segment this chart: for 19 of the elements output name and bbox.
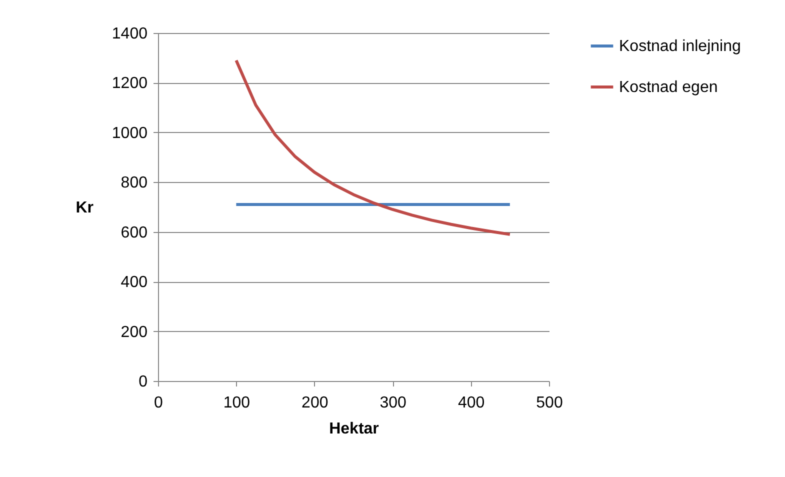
y-tick-label: 1400 [112,26,148,42]
y-tick-label: 600 [120,224,148,242]
x-tick-label: 400 [458,394,485,412]
legend-label: Kostnad egen [619,79,718,96]
x-tick-label: 100 [223,394,250,412]
legend-label: Kostnad inlejning [619,38,741,55]
x-tick-label: 500 [536,394,563,412]
x-tick-label: 200 [302,394,328,412]
x-tick-label: 300 [380,394,407,412]
y-axis-title: Kr [76,200,94,216]
y-tick-label: 1200 [112,75,148,92]
y-tick-label: 400 [120,274,148,292]
y-tick-label: 800 [120,174,148,192]
x-axis-title: Hektar [329,420,379,438]
x-tick-label: 0 [154,394,164,412]
y-tick-label: 1000 [112,124,148,142]
y-tick-label: 200 [120,324,148,341]
line-series [234,58,512,236]
y-tick-label: 0 [138,374,148,390]
